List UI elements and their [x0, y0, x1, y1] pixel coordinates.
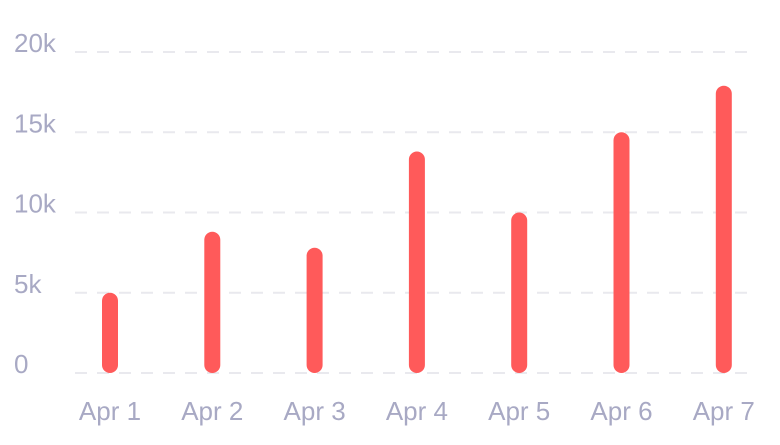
y-tick-label: 20k [14, 28, 57, 58]
x-tick-label: Apr 6 [590, 396, 652, 426]
y-tick-label: 15k [14, 108, 57, 138]
x-tick-label: Apr 2 [181, 396, 243, 426]
y-tick-label: 5k [14, 269, 42, 299]
y-tick-label: 10k [14, 189, 57, 219]
x-tick-label: Apr 7 [693, 396, 755, 426]
x-tick-label: Apr 4 [386, 396, 448, 426]
y-tick-label: 0 [14, 349, 28, 379]
x-axis-ticks: Apr 1 Apr 2 Apr 3 Apr 4 Apr 5 Apr 6 Apr 7 [79, 396, 755, 426]
y-axis-ticks: 0 5k 10k 15k 20k [14, 28, 57, 379]
bars [102, 85, 732, 373]
x-tick-label: Apr 5 [488, 396, 550, 426]
x-tick-label: Apr 3 [284, 396, 346, 426]
x-tick-label: Apr 1 [79, 396, 141, 426]
